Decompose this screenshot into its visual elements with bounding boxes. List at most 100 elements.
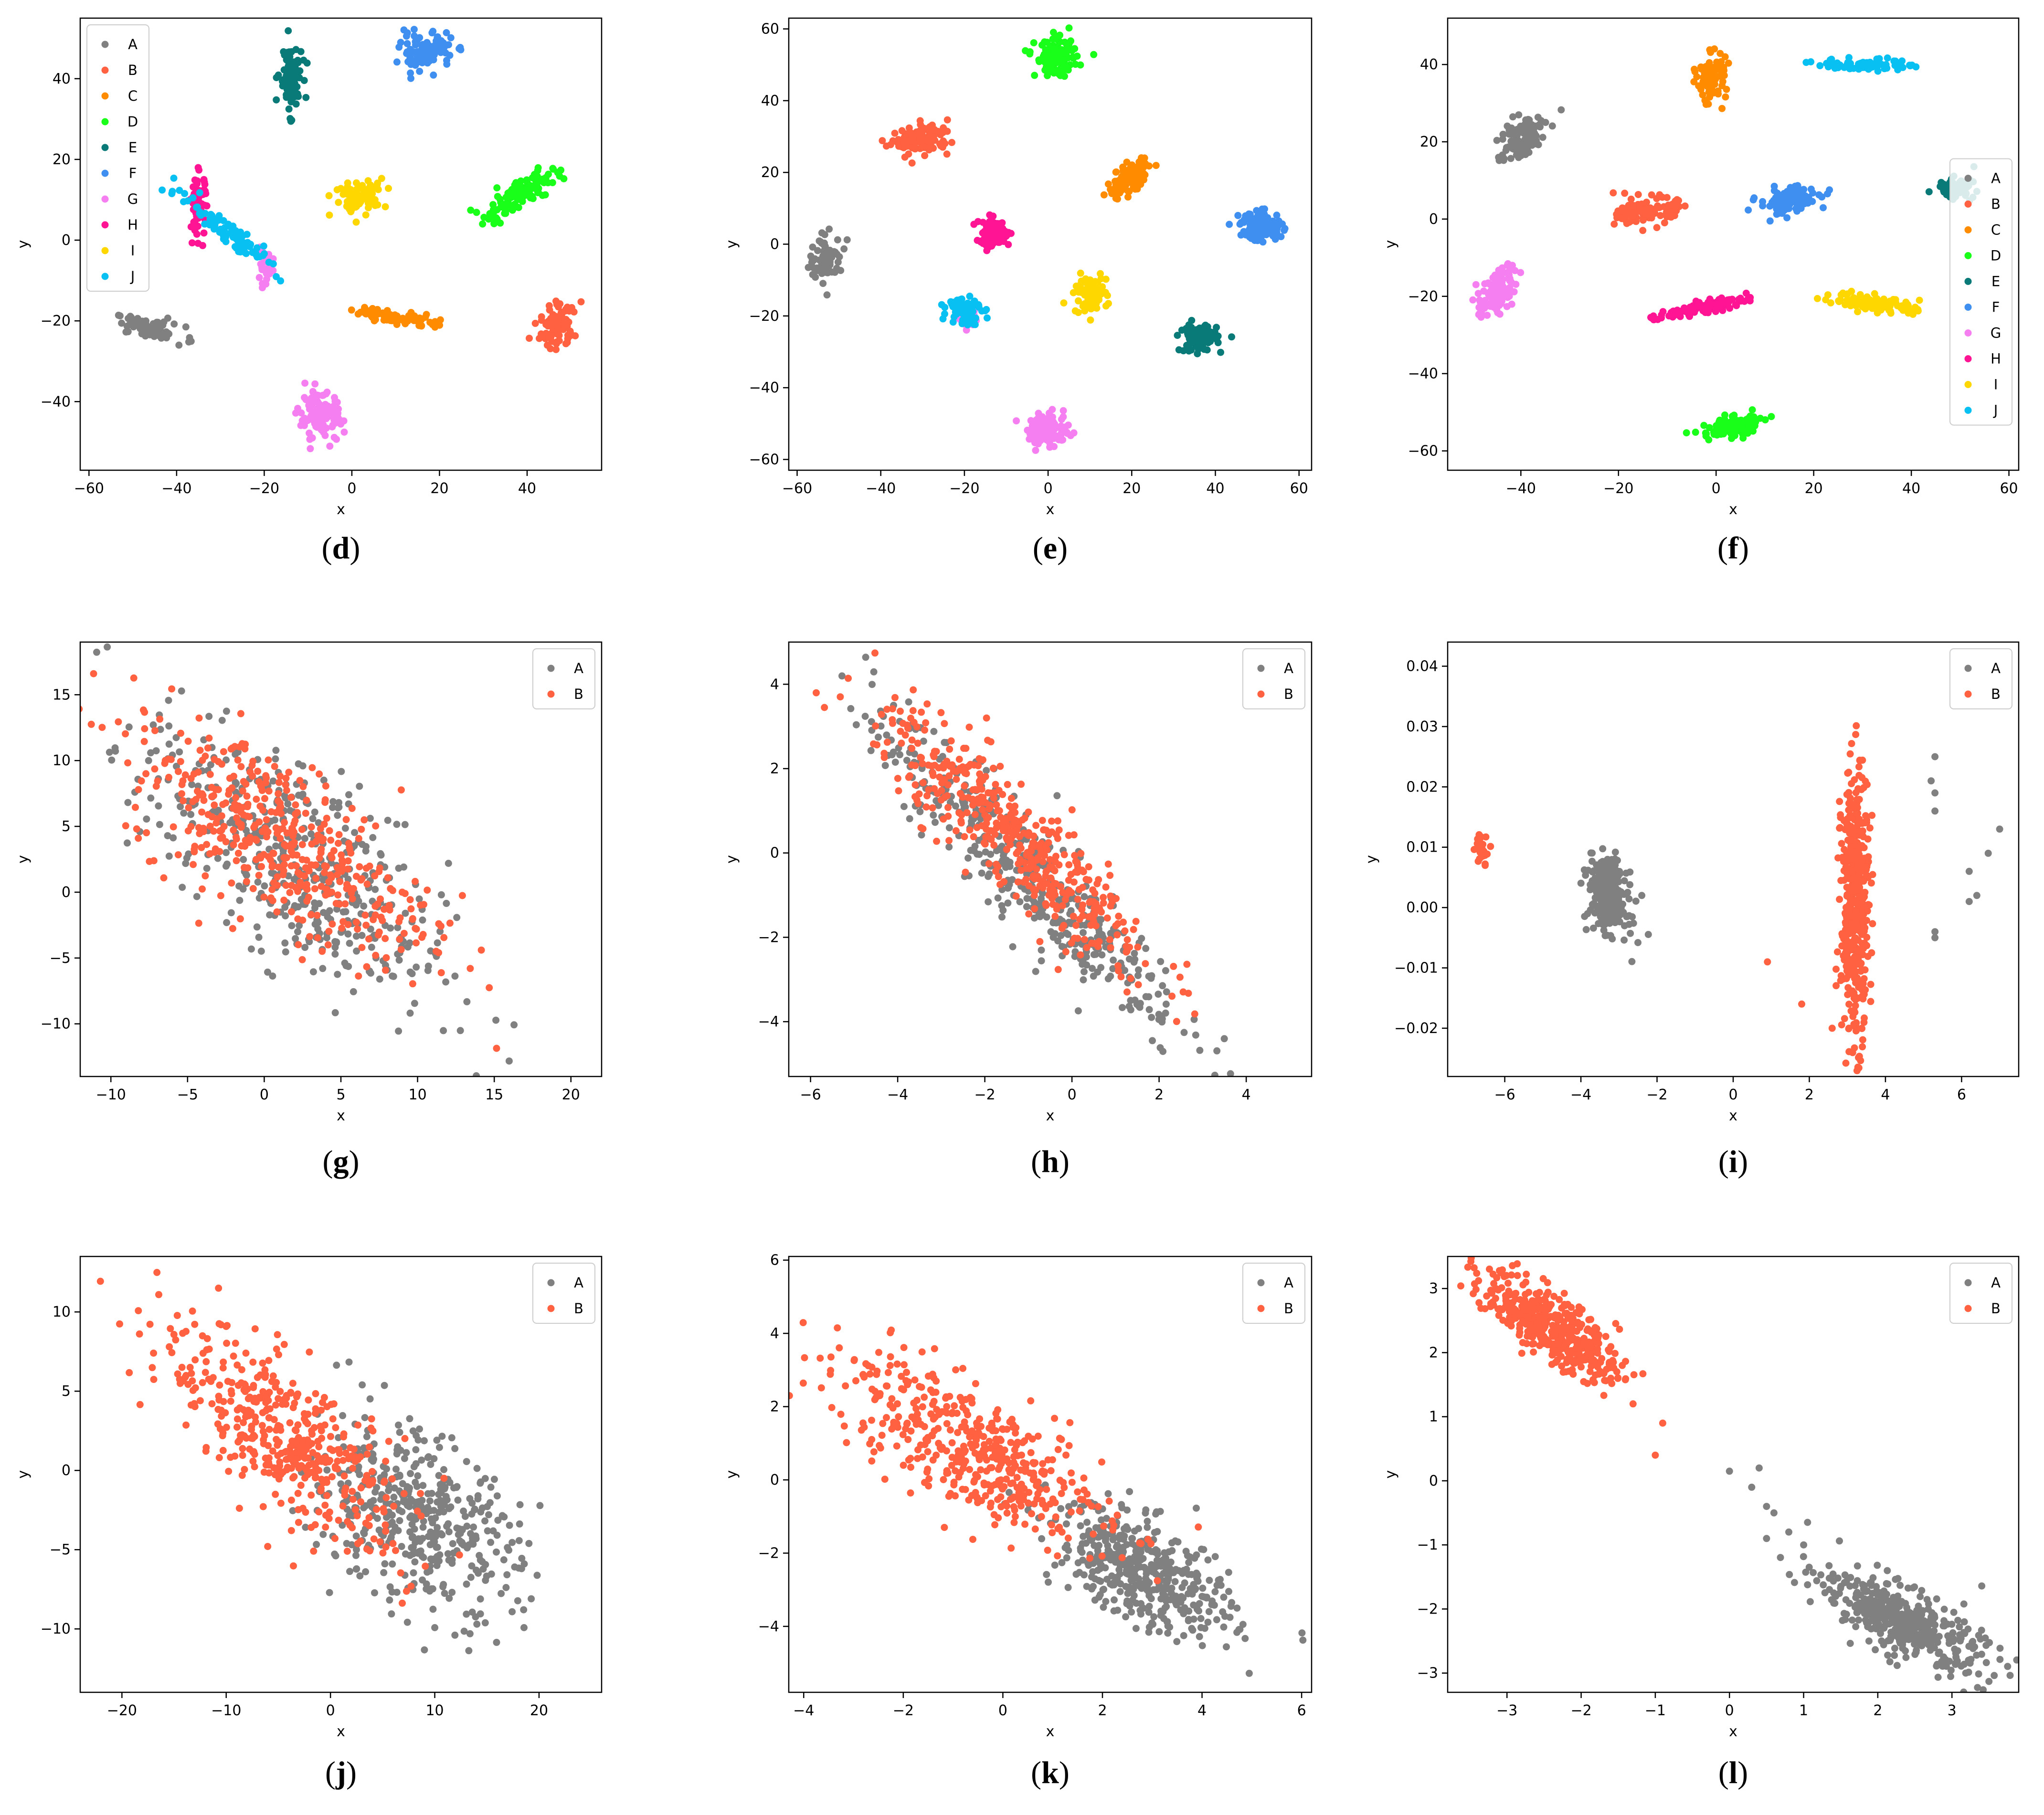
point-B	[1618, 215, 1626, 222]
point-A	[945, 843, 953, 851]
x-tick-label: −4	[887, 1087, 908, 1103]
point-B	[1051, 880, 1058, 887]
point-B	[298, 841, 306, 848]
point-B	[181, 771, 189, 779]
point-B	[381, 935, 389, 942]
point-B	[1115, 912, 1123, 920]
point-C	[1701, 79, 1709, 86]
point-A	[1147, 974, 1155, 982]
point-A	[1005, 884, 1012, 892]
point-A	[826, 254, 833, 262]
point-B	[1039, 858, 1047, 865]
point-A	[1515, 111, 1523, 119]
point-J	[159, 186, 166, 194]
point-B	[976, 780, 984, 788]
point-G	[1488, 295, 1496, 302]
point-A	[1213, 1047, 1221, 1055]
point-F	[1273, 211, 1281, 219]
point-A	[941, 739, 948, 746]
point-E	[1228, 333, 1235, 341]
point-J	[220, 226, 228, 233]
point-A	[987, 851, 995, 858]
y-tick-label: −20	[749, 308, 779, 325]
point-A	[157, 726, 164, 733]
point-F	[428, 29, 436, 37]
point-B	[1102, 883, 1110, 891]
point-C	[1112, 194, 1120, 202]
point-J	[972, 314, 979, 322]
point-B	[316, 770, 323, 778]
point-B	[361, 911, 369, 919]
point-C	[386, 311, 394, 318]
legend-box	[1242, 648, 1305, 709]
legend-marker-B	[1257, 690, 1265, 698]
point-B	[947, 737, 955, 745]
point-A	[1599, 845, 1607, 853]
point-D	[1745, 422, 1753, 430]
point-A	[182, 860, 190, 867]
point-B	[937, 709, 945, 717]
point-G	[1035, 431, 1042, 438]
point-B	[1134, 943, 1142, 951]
point-A	[165, 852, 173, 860]
point-C	[1142, 160, 1149, 168]
point-B	[338, 867, 346, 875]
point-B	[243, 878, 250, 886]
point-D	[532, 177, 540, 184]
legend-marker-G	[1964, 329, 1972, 337]
point-C	[1720, 67, 1728, 74]
scatter-points	[813, 649, 1234, 1122]
point-J	[201, 220, 209, 228]
point-B	[212, 819, 220, 827]
point-A	[1514, 144, 1522, 152]
point-B	[237, 710, 244, 718]
point-F	[403, 50, 411, 57]
point-H	[1685, 309, 1693, 317]
point-H	[1712, 306, 1720, 313]
point-B	[268, 886, 276, 893]
point-B	[1060, 851, 1068, 858]
point-C	[1120, 169, 1127, 176]
point-A	[1110, 956, 1117, 964]
point-D	[524, 191, 532, 199]
x-tick-label: 20	[1123, 480, 1141, 497]
point-A	[339, 908, 347, 916]
point-A	[975, 836, 983, 844]
point-B	[962, 745, 970, 752]
point-I	[1814, 295, 1821, 302]
point-I	[347, 208, 355, 215]
point-A	[1203, 1115, 1210, 1122]
point-I	[1855, 297, 1863, 305]
point-D	[1768, 413, 1775, 421]
point-J	[170, 174, 178, 182]
point-A	[227, 909, 235, 917]
point-A	[326, 907, 333, 915]
x-tick-label: 0	[1712, 480, 1721, 497]
point-H	[193, 231, 201, 238]
legend-label-I: I	[131, 243, 135, 259]
point-A	[442, 978, 450, 986]
legend-label-B: B	[574, 686, 583, 702]
point-B	[336, 900, 343, 908]
point-H	[999, 225, 1006, 232]
point-B	[339, 856, 346, 864]
point-F	[1766, 202, 1774, 210]
point-H	[970, 221, 978, 228]
point-B	[897, 707, 904, 715]
point-A	[387, 924, 394, 932]
point-B	[969, 795, 976, 803]
point-B	[982, 773, 989, 781]
point-G	[1013, 417, 1020, 425]
point-B	[349, 895, 356, 903]
point-J	[210, 222, 218, 229]
point-B	[923, 137, 931, 145]
point-B	[898, 739, 905, 747]
point-B	[156, 715, 164, 723]
point-B	[242, 781, 250, 788]
point-B	[225, 787, 233, 794]
y-tick-label: 20	[761, 164, 779, 181]
point-F	[1820, 204, 1827, 211]
point-B	[943, 150, 951, 158]
point-B	[948, 139, 955, 146]
